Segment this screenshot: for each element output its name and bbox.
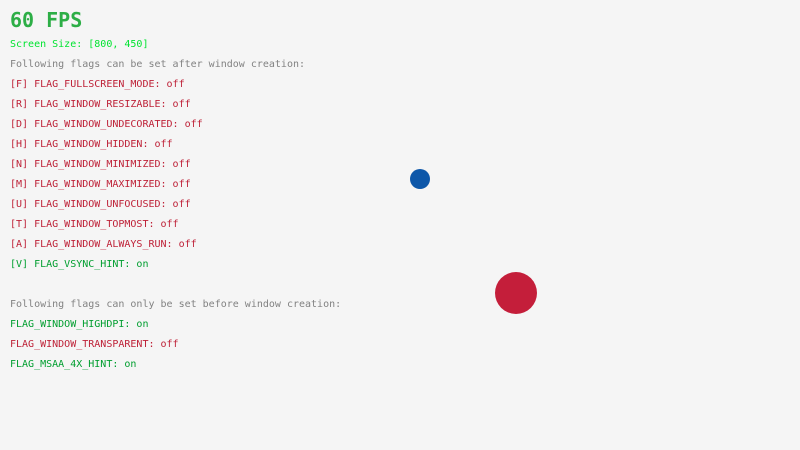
fps-counter: 60 FPS	[10, 8, 83, 32]
flag-fullscreen-mode: [F] FLAG_FULLSCREEN_MODE: off	[10, 79, 185, 90]
flag-window-highdpi: FLAG_WINDOW_HIGHDPI: on	[10, 319, 149, 330]
flag-window-maximized: [M] FLAG_WINDOW_MAXIMIZED: off	[10, 179, 191, 190]
flag-window-minimized: [N] FLAG_WINDOW_MINIMIZED: off	[10, 159, 191, 170]
flag-window-undecorated: [D] FLAG_WINDOW_UNDECORATED: off	[10, 119, 203, 130]
flag-window-always-run: [A] FLAG_WINDOW_ALWAYS_RUN: off	[10, 239, 197, 250]
blue-ball	[410, 169, 430, 189]
flag-window-transparent: FLAG_WINDOW_TRANSPARENT: off	[10, 339, 179, 350]
section-header-before-creation: Following flags can only be set before w…	[10, 299, 342, 310]
flag-window-topmost: [T] FLAG_WINDOW_TOPMOST: off	[10, 219, 179, 230]
flag-msaa-4x-hint: FLAG_MSAA_4X_HINT: on	[10, 359, 137, 370]
flag-window-unfocused: [U] FLAG_WINDOW_UNFOCUSED: off	[10, 199, 191, 210]
flag-vsync-hint: [V] FLAG_VSYNC_HINT: on	[10, 259, 149, 270]
flag-window-resizable: [R] FLAG_WINDOW_RESIZABLE: off	[10, 99, 191, 110]
red-ball	[495, 272, 537, 314]
screen-size-label: Screen Size: [800, 450]	[10, 39, 149, 50]
flag-window-hidden: [H] FLAG_WINDOW_HIDDEN: off	[10, 139, 173, 150]
section-header-after-creation: Following flags can be set after window …	[10, 59, 306, 70]
